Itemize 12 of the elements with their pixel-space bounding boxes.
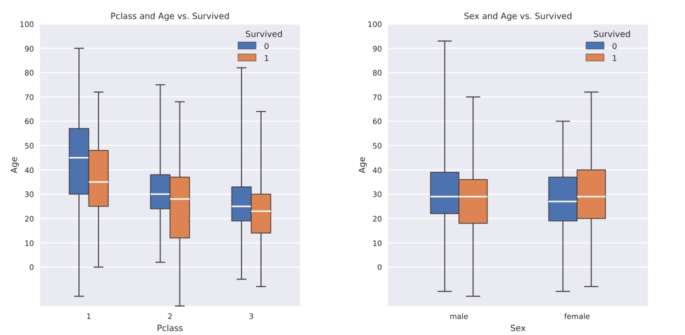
x-axis-title: Pclass: [156, 324, 184, 334]
y-axis-title: Age: [10, 156, 20, 174]
y-axis-title: Age: [358, 156, 368, 174]
x-axis-title: Sex: [510, 324, 526, 334]
legend-label: 0: [612, 42, 618, 51]
chart-title: Sex and Age vs. Survived: [464, 12, 572, 22]
chart-title: Pclass and Age vs. Survived: [110, 12, 230, 22]
legend-label: 0: [264, 42, 270, 51]
legend-label: 1: [264, 54, 270, 63]
legend-title: Survived: [245, 30, 283, 40]
legend-title: Survived: [593, 30, 631, 40]
legend-label: 1: [612, 54, 618, 63]
